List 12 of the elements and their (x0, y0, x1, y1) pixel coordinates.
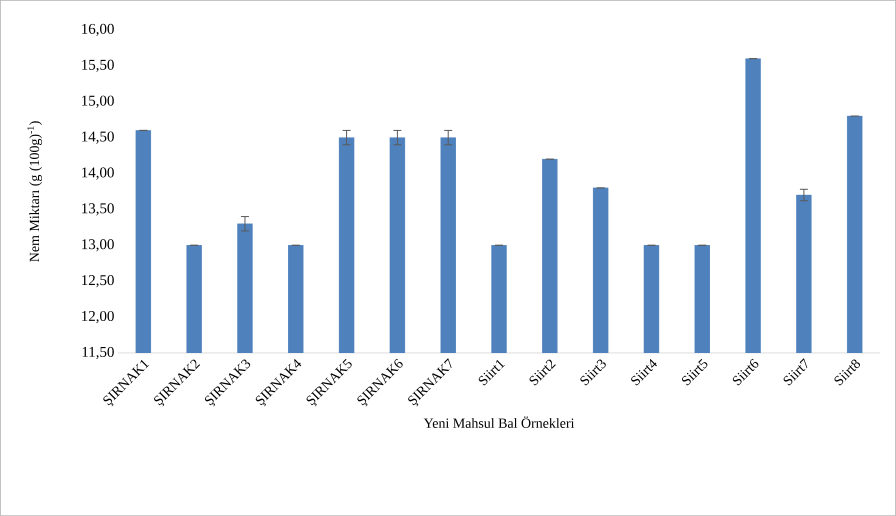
y-tick-label: 14,50 (82, 132, 114, 144)
y-tick-label: 15,00 (82, 96, 114, 108)
y-tick-label: 12,00 (82, 311, 114, 324)
y-tick-label: 16,00 (82, 24, 114, 36)
y-tick-label: 15,50 (82, 60, 114, 72)
y-axis-title: Nem Miktarı (g (100g)$^{-1}$) (27, 121, 42, 262)
y-tick-label: 12,50 (82, 275, 114, 288)
y-tick-label: 14,00 (82, 167, 114, 180)
x-axis-title: Yeni Mahsul Bal Örnekleri (424, 416, 574, 428)
y-tick-label: 11,50 (82, 346, 114, 360)
y-tick-label: 13,50 (82, 203, 114, 216)
y-tick-label: 13,00 (82, 239, 114, 252)
